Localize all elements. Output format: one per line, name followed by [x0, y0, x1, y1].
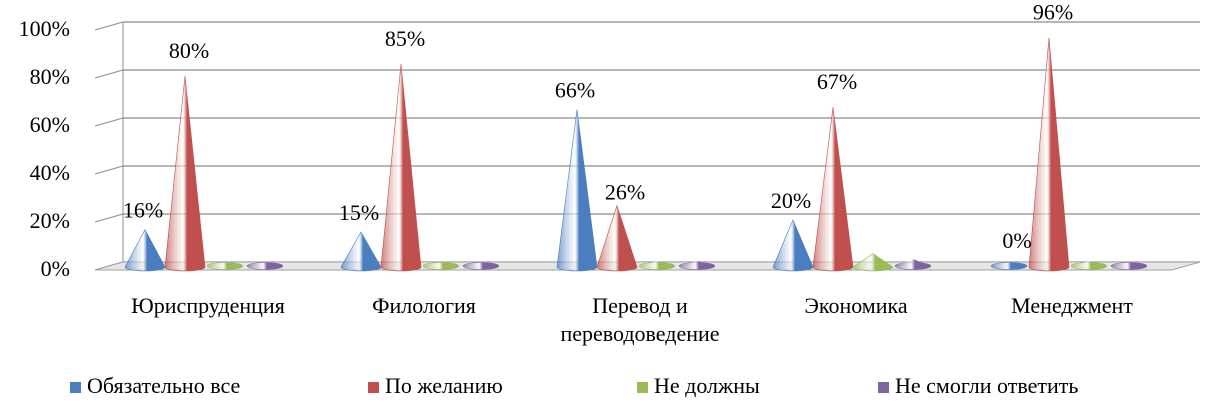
category-label: Юриспруденция — [131, 293, 285, 318]
cone-mark — [1110, 262, 1148, 270]
gridline — [94, 117, 1200, 127]
gridline — [94, 21, 1200, 31]
data-label: 67% — [817, 69, 857, 94]
category-labels: Юриспруденция Филология Перевод и переводов… — [131, 293, 1133, 346]
legend-item: Не должны — [637, 373, 760, 398]
y-tick-label: 40% — [30, 160, 70, 185]
legend-label: Обязательно все — [87, 373, 240, 398]
gridline — [94, 69, 1200, 79]
category-label: Перевод и переводоведение — [560, 293, 719, 346]
cone-mark — [638, 261, 676, 270]
legend-item: Не смогли ответить — [878, 373, 1078, 398]
cone-mark — [340, 231, 382, 272]
legend-item: Обязательно все — [70, 373, 240, 398]
cone-mark — [556, 109, 598, 272]
cone-mark — [164, 75, 206, 272]
cone-mark — [812, 107, 854, 272]
cone-mark — [1028, 37, 1070, 272]
legend-swatch — [70, 382, 81, 393]
y-axis-ticks: 0% 20% 40% 60% 80% 100% — [19, 16, 70, 281]
cone-mark — [246, 262, 284, 270]
cone-mark — [462, 262, 500, 270]
category-label: Менеджмент — [1011, 293, 1133, 318]
cone-mark — [1070, 261, 1108, 270]
data-labels: 16% 80% 15% 85% 66% 26% 20% 67% 0% 96% — [123, 0, 1073, 253]
cone-mark — [990, 262, 1028, 270]
cone-mark — [124, 228, 166, 272]
data-label: 26% — [605, 180, 645, 205]
category-label: Филология — [372, 293, 476, 318]
category-label: Экономика — [804, 293, 908, 318]
data-label: 80% — [169, 38, 209, 63]
cone-mark — [852, 253, 894, 272]
legend-swatch — [878, 382, 889, 393]
data-label: 85% — [385, 26, 425, 51]
gridline — [94, 165, 1200, 175]
data-label: 20% — [771, 188, 811, 213]
cone-mark — [422, 262, 460, 270]
cone-marks — [124, 37, 1148, 272]
cone-mark — [380, 63, 422, 272]
y-tick-label: 60% — [30, 112, 70, 137]
y-tick-label: 80% — [30, 64, 70, 89]
legend-swatch — [637, 382, 648, 393]
legend-item: По желанию — [368, 373, 503, 398]
legend-label: По желанию — [385, 373, 503, 398]
legend: Обязательно все По желанию Не должны Не смо… — [70, 373, 1078, 398]
y-tick-label: 100% — [19, 16, 70, 41]
data-label: 15% — [339, 200, 379, 225]
y-tick-label: 0% — [41, 256, 70, 281]
cone-mark — [678, 261, 716, 270]
data-label: 96% — [1033, 0, 1073, 25]
y-tick-label: 20% — [30, 208, 70, 233]
legend-label: Не должны — [654, 373, 760, 398]
cone-mark — [206, 262, 244, 270]
data-label: 16% — [123, 198, 163, 223]
cone-mark — [772, 219, 814, 272]
data-label: 66% — [555, 78, 595, 103]
legend-swatch — [368, 382, 379, 393]
data-label: 0% — [1002, 228, 1031, 253]
legend-label: Не смогли ответить — [895, 373, 1078, 398]
cone-mark — [596, 204, 638, 272]
gridline — [94, 213, 1200, 223]
cone-mark — [894, 259, 932, 270]
